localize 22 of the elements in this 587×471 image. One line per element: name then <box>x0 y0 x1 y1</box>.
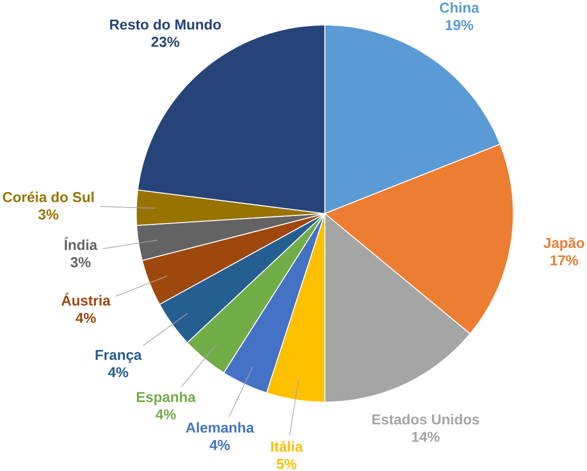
slice-label: Estados Unidos <box>372 414 480 424</box>
slice-label: Japão <box>544 237 584 251</box>
slice-label: China <box>440 2 480 13</box>
data-label: 4% <box>108 367 128 378</box>
slice-label: Coréia do Sul <box>2 191 94 202</box>
data-label: 23% <box>151 36 180 47</box>
slice-label: Alemanha <box>186 422 254 433</box>
slice-label: Resto do Mundo <box>110 18 221 30</box>
slice-label: França <box>96 350 142 363</box>
slice-label: Áustria <box>61 292 111 306</box>
data-label: 4% <box>210 440 230 450</box>
data-label: 3% <box>38 209 58 220</box>
data-label: 5% <box>276 458 297 469</box>
data-label: 3% <box>70 257 91 268</box>
data-label: 19% <box>446 20 474 30</box>
slice-label: Itália <box>271 440 303 452</box>
data-label: 4% <box>76 312 96 323</box>
slice-label: Espanha <box>136 391 196 405</box>
data-label: 14% <box>412 432 440 442</box>
data-label: 17% <box>550 255 578 266</box>
data-label: 4% <box>156 409 176 420</box>
slice-label: Índia <box>64 236 98 250</box>
